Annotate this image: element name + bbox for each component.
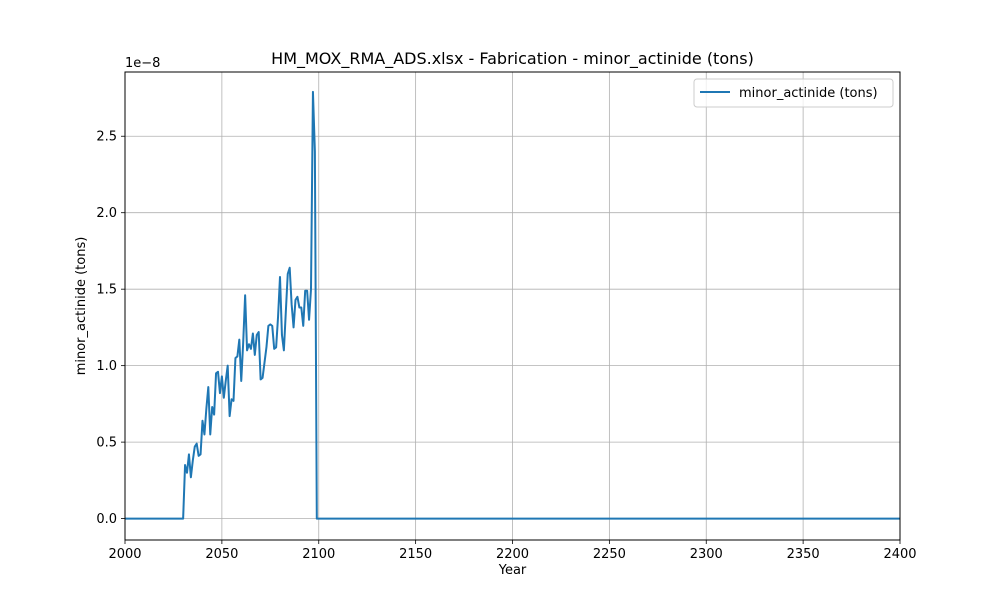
- y-tick-label: 1.5: [96, 283, 117, 298]
- chart-title: HM_MOX_RMA_ADS.xlsx - Fabrication - mino…: [271, 49, 754, 69]
- y-axis-label: minor_actinide (tons): [74, 237, 89, 376]
- legend: minor_actinide (tons): [693, 78, 894, 108]
- x-tick-label: 2350: [787, 547, 820, 562]
- y-tick-label: 1.0: [96, 359, 117, 374]
- series-line: [125, 90, 900, 520]
- x-tick-label: 2150: [399, 547, 432, 562]
- y-axis: 0.0 0.5 1.0 1.5 2.0 2.5: [96, 130, 125, 527]
- x-tick-label: 2300: [690, 547, 723, 562]
- y-tick-label: 0.5: [96, 436, 117, 451]
- series-layer: [125, 90, 900, 520]
- x-axis-label: Year: [498, 563, 527, 578]
- y-offset-label: 1e−8: [125, 56, 160, 71]
- x-axis: 2000 2050 2100 2150 2200 2250 2300 2350 2400: [108, 540, 917, 562]
- legend-label: minor_actinide (tons): [739, 86, 878, 101]
- x-tick-label: 2250: [593, 547, 626, 562]
- x-tick-label: 2200: [496, 547, 529, 562]
- legend-box: [693, 78, 894, 108]
- x-tick-label: 2100: [302, 547, 335, 562]
- y-tick-label: 2.5: [96, 130, 117, 145]
- y-tick-label: 2.0: [96, 206, 117, 221]
- y-tick-label: 0.0: [96, 512, 117, 527]
- x-tick-label: 2000: [108, 547, 141, 562]
- x-tick-label: 2400: [883, 547, 916, 562]
- x-tick-label: 2050: [205, 547, 238, 562]
